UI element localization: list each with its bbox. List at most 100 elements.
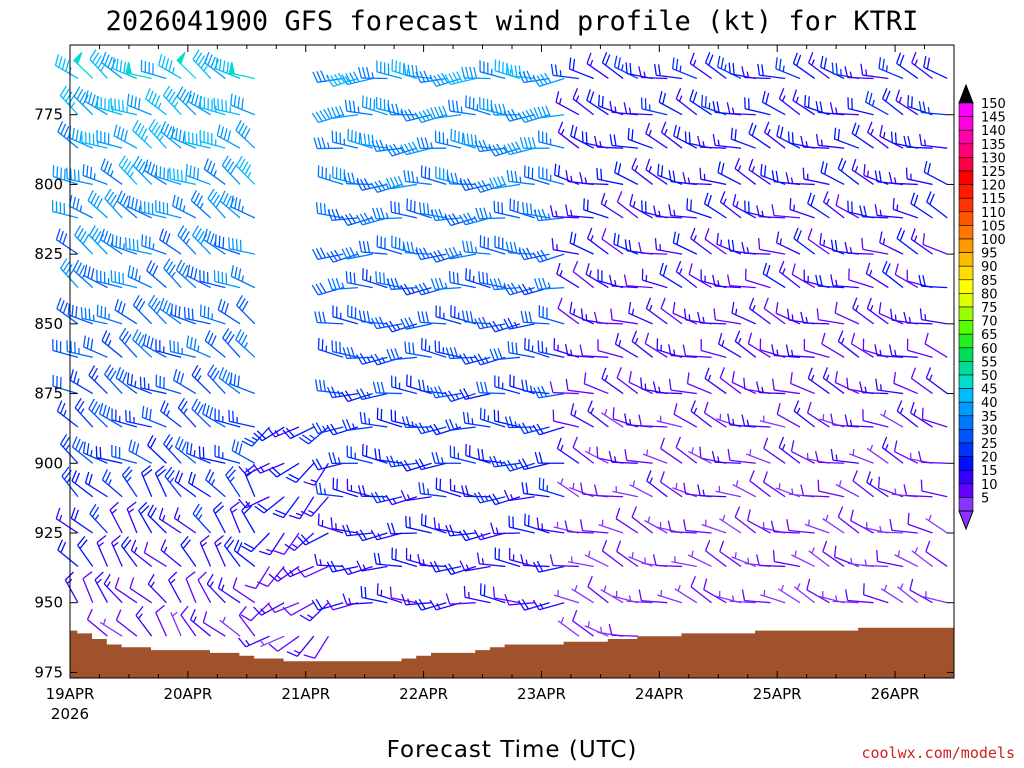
wind-barb: [659, 471, 683, 498]
wind-barb: [99, 402, 123, 428]
wind-barb: [690, 400, 712, 428]
wind-barb: [660, 437, 683, 464]
colorbar-swatch: [958, 252, 974, 267]
wind-barb: [141, 405, 167, 428]
wind-barb: [748, 297, 771, 325]
wind-barb: [376, 60, 403, 80]
y-tick-label: 925: [34, 524, 63, 542]
wind-barb: [876, 550, 904, 568]
wind-barb: [814, 451, 845, 464]
colorbar-swatch: [958, 170, 974, 185]
wind-barb: [461, 66, 491, 80]
wind-barb: [667, 520, 697, 534]
wind-barb: [614, 161, 639, 186]
wind-barb: [758, 238, 786, 255]
wind-barb: [844, 66, 874, 80]
wind-barb: [896, 583, 919, 604]
colorbar-label: 125: [981, 165, 1006, 180]
wind-barb: [776, 403, 801, 428]
colorbar-swatch: [958, 306, 974, 321]
wind-barb: [600, 192, 624, 219]
wind-barb: [772, 550, 801, 568]
wind-barb: [236, 295, 256, 325]
wind-barb: [341, 71, 373, 86]
wind-barb: [132, 120, 153, 149]
wind-barb: [356, 560, 388, 572]
wind-barb: [523, 165, 550, 186]
wind-barb: [342, 593, 373, 605]
wind-barb: [829, 102, 859, 116]
wind-barb: [506, 170, 535, 186]
wind-barb: [727, 448, 756, 464]
wind-barb: [508, 515, 535, 534]
wind-barb: [911, 547, 933, 567]
wind-barb: [127, 195, 152, 219]
wind-barb: [616, 191, 639, 219]
wind-barb: [821, 332, 845, 358]
wind-barb: [74, 397, 94, 428]
wind-barb: [203, 158, 226, 185]
wind-barb: [401, 593, 432, 606]
wind-barb: [538, 166, 565, 186]
wind-barb: [404, 341, 432, 358]
wind-barb: [215, 57, 241, 80]
colorbar-swatch: [958, 333, 974, 349]
wind-barb: [644, 332, 668, 358]
wind-barb: [473, 529, 506, 541]
wind-barb: [533, 277, 565, 290]
wind-barb: [533, 105, 565, 119]
wind-barb: [328, 452, 358, 465]
wind-barb: [532, 560, 565, 573]
wind-barb: [400, 489, 432, 502]
wind-barb: [837, 330, 860, 358]
wind-barb: [572, 88, 595, 116]
wind-barb: [608, 450, 638, 464]
wind-barb: [86, 608, 108, 637]
wind-barb: [267, 426, 300, 438]
wind-barb: [638, 414, 668, 428]
wind-barb: [121, 466, 138, 498]
wind-barb: [359, 411, 388, 428]
wind-barb: [494, 375, 521, 395]
wind-barb: [808, 547, 830, 567]
wind-barb: [54, 54, 79, 80]
wind-barb: [155, 200, 182, 219]
wind-barb: [703, 192, 727, 219]
wind-barb: [233, 539, 256, 567]
colorbar-bottom-arrow: [958, 510, 974, 531]
wind-barb: [100, 158, 123, 185]
wind-barb: [583, 372, 609, 395]
wind-barb: [880, 584, 904, 604]
wind-barb: [616, 540, 639, 567]
wind-barb: [434, 130, 462, 149]
wind-barb: [741, 589, 771, 604]
y-tick-label: 975: [34, 663, 63, 681]
colorbar-label: 105: [981, 219, 1006, 234]
wind-barb: [731, 552, 756, 568]
wind-barb: [286, 635, 315, 657]
wind-barb: [572, 609, 595, 637]
wind-barb: [198, 446, 226, 464]
wind-barb: [777, 584, 801, 604]
wind-barb: [686, 372, 712, 395]
colorbar-swatch: [958, 429, 974, 444]
wind-barb: [197, 571, 212, 604]
wind-barb: [57, 121, 79, 149]
wind-barb: [601, 228, 624, 255]
wind-barb: [910, 228, 933, 255]
wind-barb: [190, 190, 212, 219]
wind-barb: [597, 339, 624, 358]
wind-barb: [361, 95, 388, 116]
colorbar-label: 75: [981, 301, 998, 316]
wind-barb: [719, 367, 742, 395]
wind-barb: [701, 519, 727, 534]
colorbar-label: 55: [981, 355, 998, 370]
wind-barb: [867, 121, 889, 149]
wind-barb: [414, 108, 447, 124]
wind-barb: [203, 228, 226, 255]
wind-barb: [538, 305, 565, 325]
wind-barb: [862, 559, 889, 568]
wind-barb: [503, 141, 535, 156]
wind-barb: [109, 501, 123, 534]
wind-barb: [800, 484, 830, 498]
